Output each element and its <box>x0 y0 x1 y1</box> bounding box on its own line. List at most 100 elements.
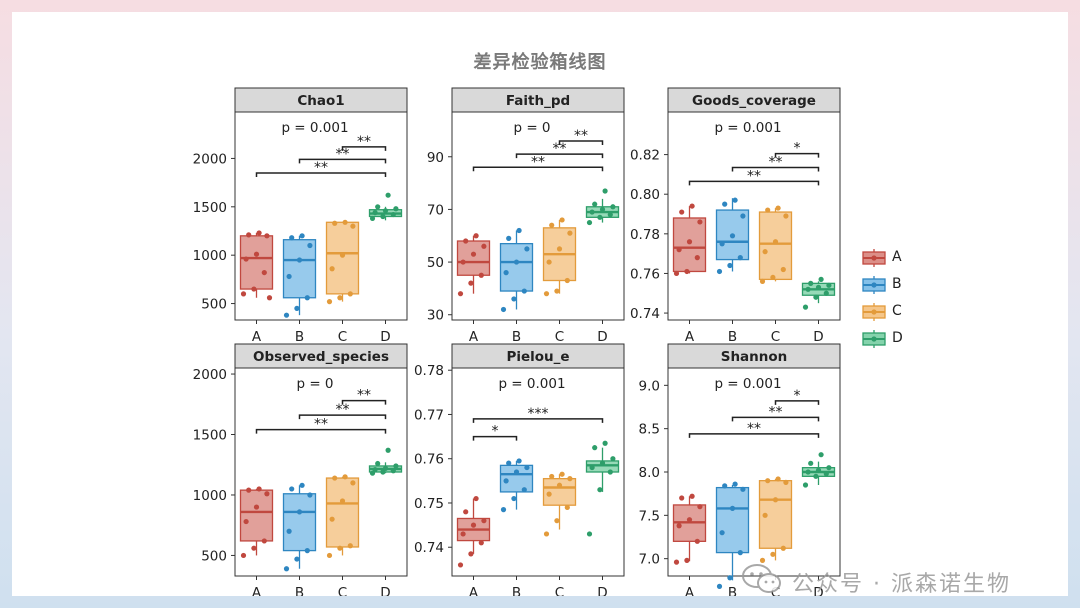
shannon-ytick-label: 7.0 <box>639 552 660 568</box>
goods-coverage-box-d-point <box>813 294 819 300</box>
shannon-box-d-point <box>808 460 814 466</box>
observed-species-box-a-point <box>240 552 247 559</box>
goods-coverage-box-a <box>672 217 707 273</box>
goods-coverage-box-a-point <box>689 203 695 209</box>
faith-pd-box-b-point <box>500 306 507 313</box>
faith-pd-box-c-point <box>567 230 573 236</box>
faith-pd-box-d-point <box>602 188 608 194</box>
goods-coverage-box-c <box>758 211 793 281</box>
shannon-box-a-point <box>686 517 693 523</box>
shannon-box-d-point <box>802 482 809 488</box>
chao1-ytick-label: 1500 <box>193 200 227 216</box>
pielou-e-box-a-point <box>463 509 469 515</box>
observed-species-box-a-point <box>264 491 270 497</box>
goods-coverage-box-b-point <box>740 213 746 219</box>
chao1-box-c-point <box>326 299 333 305</box>
pielou-e-bracket-a-d <box>472 418 604 423</box>
goods-coverage-box-a-point <box>673 270 680 277</box>
shannon-box-b-point <box>722 483 728 489</box>
faith-pd-box-a-point <box>463 238 469 244</box>
goods-coverage-box-a-point <box>679 209 685 215</box>
chao1-bracket-a-d <box>255 172 387 177</box>
faith-pd-box-d-point <box>610 204 616 210</box>
goods-coverage-xtick-label-d: D <box>813 329 823 345</box>
shannon-box-c-point <box>772 497 779 503</box>
faith-pd-box-c-point <box>564 277 570 284</box>
goods-coverage-box-c-point <box>759 278 766 284</box>
faith-pd-bracket-a-d <box>472 166 604 172</box>
faith-pd-xtick-label-b: B <box>512 329 521 345</box>
faith-pd-box-a-point <box>473 233 479 239</box>
observed-species-box-b-point <box>299 482 305 488</box>
faith-pd-box-b-point <box>516 227 522 234</box>
pielou-e-box-d-point <box>599 460 606 466</box>
shannon-p-value: p = 0.001 <box>714 376 781 392</box>
faith-pd-ytick-label: 50 <box>427 255 444 271</box>
shannon-box-a-point <box>694 538 700 544</box>
pielou-e-xtick-label-c: C <box>555 585 564 596</box>
legend-label-d: D <box>892 330 903 346</box>
observed-species-box-a-point <box>261 538 267 544</box>
chao1-box-b-point <box>289 235 295 241</box>
observed-species-box-d-point <box>393 463 399 469</box>
goods-coverage-ytick-label: 0.74 <box>630 306 660 322</box>
goods-coverage-box-c-point <box>770 274 776 281</box>
chao1-box-c-point <box>342 219 348 225</box>
goods-coverage-box-b-point <box>737 255 743 261</box>
shannon-ytick-label: 9.0 <box>639 378 660 394</box>
observed-species-bracket-a-d <box>255 428 387 434</box>
shannon-box-c-point <box>759 557 766 564</box>
faith-pd-bracket-b-d-label: ** <box>553 141 567 157</box>
faith-pd-bracket-c-d <box>558 140 604 145</box>
observed-species-box-b-point <box>289 486 295 492</box>
shannon-xtick-label-b: B <box>728 585 737 596</box>
goods-coverage-box-c-point <box>772 239 779 245</box>
goods-coverage-box-d-point <box>808 280 814 286</box>
chao1-box-c-point <box>329 266 335 272</box>
shannon-box-c-point <box>765 478 771 484</box>
shannon-bracket-b-d-label: ** <box>769 404 783 420</box>
goods-coverage-title: Goods_coverage <box>692 93 816 109</box>
observed-species-ytick-label: 1500 <box>193 428 227 444</box>
faith-pd-ytick-label: 90 <box>427 150 444 166</box>
chao1-box-a-point <box>243 256 249 262</box>
observed-species-box-d-point <box>369 470 376 476</box>
chao1-title: Chao1 <box>297 93 344 109</box>
shannon-box-a-point <box>676 523 682 529</box>
chao1-ytick-label: 2000 <box>193 151 227 167</box>
faith-pd-box-d-point <box>592 201 598 207</box>
legend-label-c: C <box>892 303 902 319</box>
legend-label-a: A <box>892 249 902 265</box>
observed-species-ytick-label: 1000 <box>193 488 227 504</box>
goods-coverage-box-b-point <box>729 233 736 239</box>
pielou-e-xtick-label-a: A <box>469 585 479 596</box>
legend-key-d-point <box>871 336 877 342</box>
observed-species-box-d-point <box>380 469 386 475</box>
pielou-e-box-b-point <box>511 495 517 502</box>
goods-coverage-box-c-point <box>765 207 771 213</box>
shannon-box-d-point <box>815 467 822 473</box>
goods-coverage-strip <box>667 87 841 113</box>
pielou-e-box-b-point <box>521 487 527 493</box>
legend-key-c-point <box>871 309 877 315</box>
pielou-e-box-d-point <box>610 456 616 462</box>
chao1-box-d-point <box>385 192 391 198</box>
observed-species-xtick-label-c: C <box>338 585 347 596</box>
pielou-e-box-c-point <box>543 531 550 537</box>
shannon-box-a-point <box>689 493 695 499</box>
pielou-e-box-a-point <box>468 551 474 557</box>
observed-species-ytick-label: 500 <box>201 548 227 564</box>
observed-species-xtick-label-b: B <box>295 585 304 596</box>
goods-coverage-box-d-point <box>815 284 822 290</box>
pielou-e-xtick-label-b: B <box>512 585 521 596</box>
observed-species-box-b-point <box>294 556 300 562</box>
pielou-e-box-b-point <box>503 478 509 484</box>
wechat-icon <box>742 564 781 593</box>
chao1-box-c-point <box>332 220 338 226</box>
chao1-xtick-label-c: C <box>338 329 347 345</box>
observed-species-box-d-point <box>390 468 396 474</box>
chao1-box-d-point <box>393 206 399 212</box>
observed-species-box-c-point <box>329 516 335 522</box>
legend-key-b-point <box>871 282 877 288</box>
page-title: 差异检验箱线图 <box>473 52 607 73</box>
